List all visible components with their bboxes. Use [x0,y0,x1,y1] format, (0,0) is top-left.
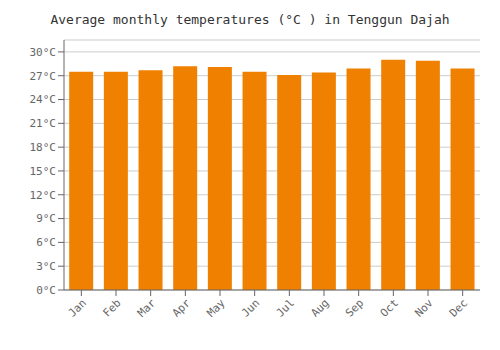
svg-text:6°C: 6°C [36,236,56,249]
svg-text:Dec: Dec [447,296,470,319]
svg-text:Feb: Feb [100,296,123,319]
svg-text:Apr: Apr [170,296,194,320]
svg-text:Nov: Nov [412,296,436,320]
svg-text:Mar: Mar [135,296,159,320]
svg-text:Jun: Jun [239,296,262,319]
svg-text:12°C: 12°C [30,189,57,202]
svg-text:May: May [204,296,228,320]
svg-text:Jan: Jan [66,296,89,319]
svg-text:Oct: Oct [378,296,401,319]
svg-text:18°C: 18°C [30,141,57,154]
svg-text:0°C: 0°C [36,284,56,297]
svg-text:27°C: 27°C [30,70,57,83]
svg-text:30°C: 30°C [30,46,57,59]
svg-text:3°C: 3°C [36,260,56,273]
svg-text:15°C: 15°C [30,165,57,178]
svg-text:9°C: 9°C [36,212,56,225]
svg-text:24°C: 24°C [30,93,57,106]
svg-text:Jul: Jul [274,296,297,319]
svg-text:21°C: 21°C [30,117,57,130]
svg-text:Sep: Sep [343,296,366,319]
html-text:Average monthly temperatures (: Average monthly temperatures (°C ) in Te… [50,12,450,27]
svg-text:Aug: Aug [308,296,331,319]
